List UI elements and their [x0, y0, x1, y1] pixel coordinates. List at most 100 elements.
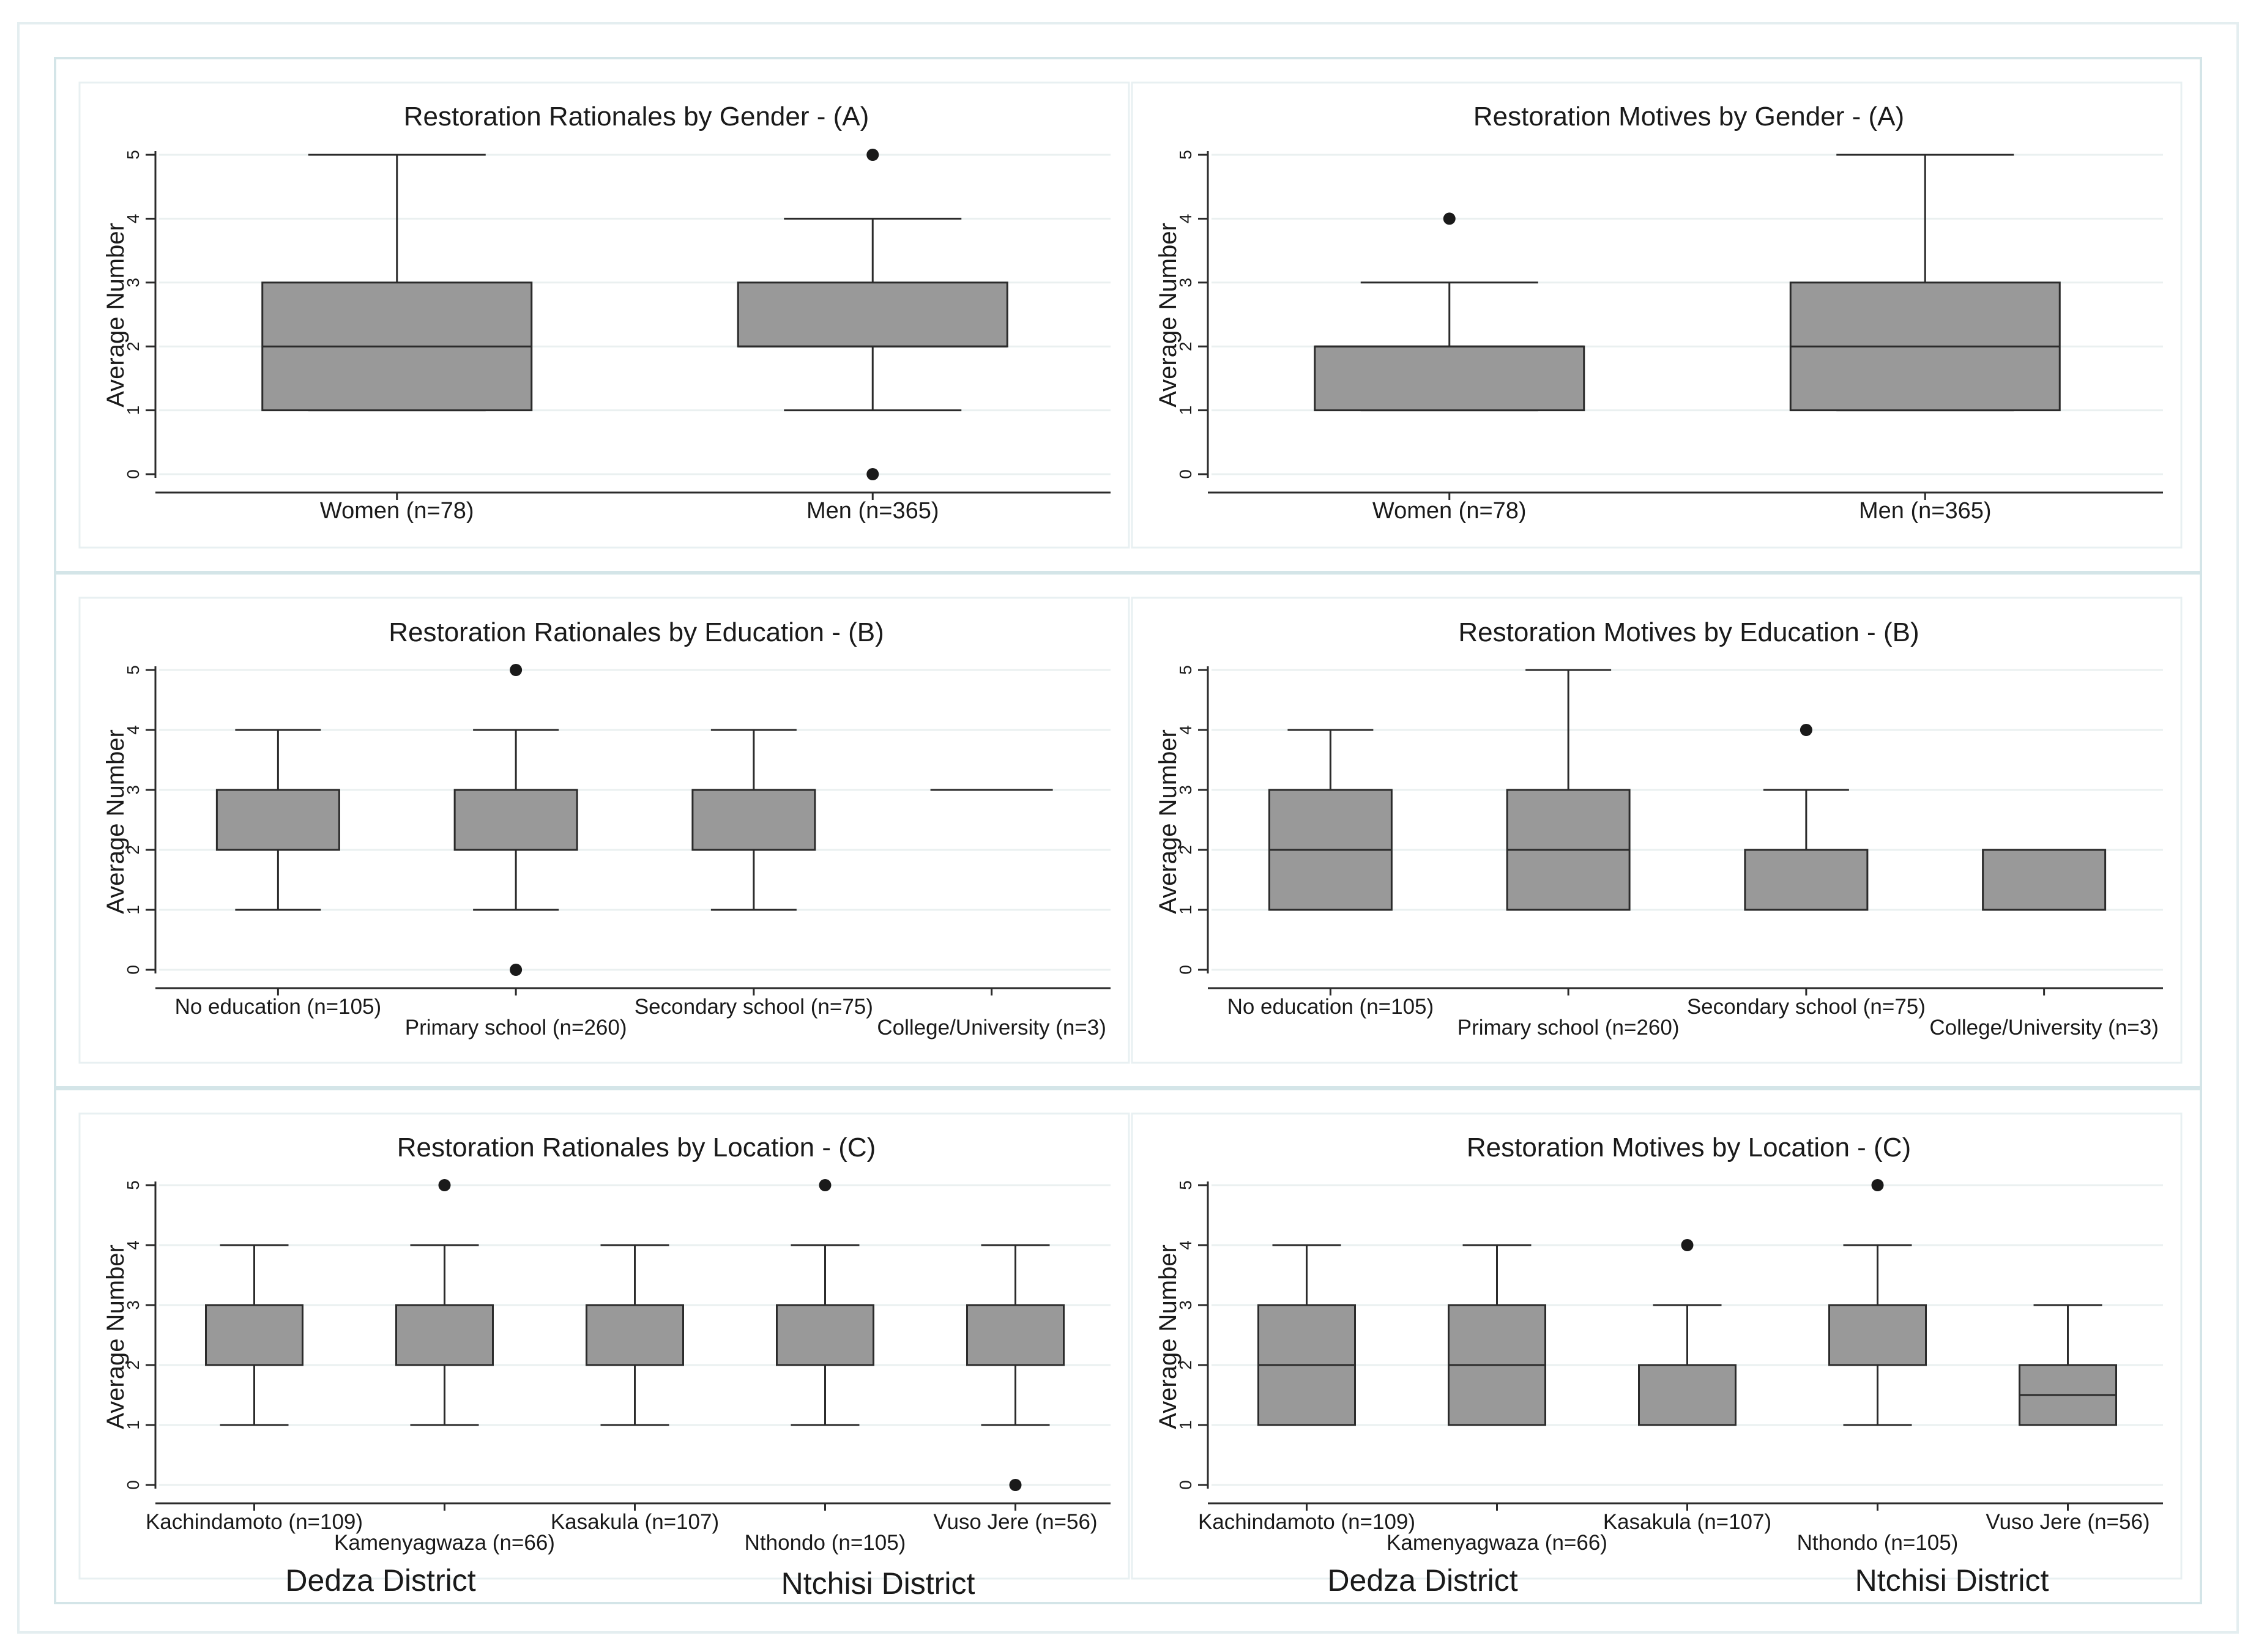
- panel-a-motives: Restoration Motives by Gender - (A) Aver…: [1131, 81, 2183, 549]
- y-tick-label: 2: [1176, 341, 1195, 351]
- y-tick-label: 5: [1176, 1180, 1195, 1190]
- x-tick-label: Vuso Jere (n=56): [933, 1510, 1097, 1534]
- x-tick-label: Kachindamoto (n=109): [146, 1510, 363, 1534]
- panel-a-rationales: Restoration Rationales by Gender - (A) A…: [78, 81, 1130, 549]
- box-1: [1268, 729, 1393, 911]
- district-label-dedza: Dedza District: [285, 1563, 475, 1598]
- y-tick-label: 5: [124, 1180, 143, 1190]
- panel-frame: [78, 1112, 1130, 1580]
- y-tick-label: 3: [1176, 278, 1195, 288]
- y-tick-label: 4: [124, 1240, 143, 1250]
- box-3: [691, 729, 816, 911]
- y-axis-label: Average Number: [1155, 1245, 1182, 1429]
- row-frame-c: [54, 1088, 2202, 1604]
- box-3: [586, 1244, 684, 1426]
- box-2: [1789, 154, 2061, 412]
- x-tick-label: Women (n=78): [1372, 498, 1527, 524]
- box-2: [395, 1179, 494, 1426]
- box-2: [1506, 669, 1631, 911]
- x-tick-label: Secondary school (n=75): [635, 995, 873, 1019]
- box-4: [1982, 849, 2107, 911]
- outlier-point: [819, 1179, 832, 1191]
- outlier-point: [510, 664, 523, 676]
- iqr-box: [737, 281, 1008, 348]
- box-4: [776, 1179, 874, 1426]
- box-4: [1828, 1179, 1927, 1426]
- outlier-point: [438, 1179, 451, 1191]
- x-tick-label: Kamenyagwaza (n=66): [1387, 1531, 1607, 1555]
- box-3: [1744, 724, 1869, 911]
- box-1: [1257, 1244, 1356, 1426]
- y-tick-label: 4: [124, 214, 143, 224]
- panel-title: Restoration Motives by Education - (B): [1458, 617, 1919, 647]
- y-tick-label: 3: [124, 1300, 143, 1310]
- y-tick-label: 2: [1176, 1360, 1195, 1370]
- y-tick-label: 3: [124, 278, 143, 288]
- iqr-box: [1744, 849, 1869, 911]
- y-tick-label: 2: [124, 1360, 143, 1370]
- box-5: [966, 1244, 1065, 1491]
- panel-title: Restoration Rationales by Gender - (A): [404, 102, 869, 132]
- y-tick-label: 0: [1176, 1480, 1195, 1490]
- y-axis-label: Average Number: [102, 729, 129, 914]
- iqr-box: [691, 789, 816, 851]
- iqr-box: [453, 789, 578, 851]
- panel-frame: [78, 597, 1130, 1064]
- district-label-ntchisi: Ntchisi District: [1855, 1563, 2049, 1598]
- outlier-point: [510, 964, 523, 976]
- y-tick-label: 1: [124, 1420, 143, 1430]
- panel-frame: [78, 81, 1130, 549]
- iqr-box: [215, 789, 340, 851]
- plot-area: 0 1 2 3 4 5 Women (n=78) Men (n=365): [124, 149, 1111, 524]
- y-axis-label: Average Number: [102, 1245, 129, 1429]
- panel-title: Restoration Motives by Gender - (A): [1473, 102, 1904, 132]
- outer-frame: [17, 22, 2239, 1634]
- outlier-point: [1800, 724, 1812, 736]
- x-tick-label: Women (n=78): [320, 498, 474, 524]
- panel-frame: [1131, 81, 2183, 549]
- y-tick-label: 5: [124, 665, 143, 675]
- box-2: [453, 664, 578, 976]
- plot-area: 0 1 2 3 4 5 Kachindamoto (n=109)Kamenyagwaza (…: [124, 1179, 1111, 1555]
- y-tick-label: 2: [124, 341, 143, 351]
- y-tick-label: 0: [1176, 469, 1195, 479]
- y-tick-label: 1: [1176, 406, 1195, 415]
- y-tick-label: 1: [124, 406, 143, 415]
- box-1: [261, 154, 533, 412]
- y-tick-label: 1: [1176, 905, 1195, 915]
- y-tick-label: 0: [124, 1480, 143, 1490]
- panel-title: Restoration Motives by Location - (C): [1467, 1133, 1911, 1163]
- iqr-box: [776, 1304, 874, 1366]
- x-tick-label: Primary school (n=260): [1457, 1016, 1680, 1040]
- x-tick-label: Secondary school (n=75): [1687, 995, 1926, 1019]
- panel-b-rationales: Restoration Rationales by Education - (B…: [78, 597, 1130, 1064]
- x-tick-label: Vuso Jere (n=56): [1986, 1510, 2150, 1534]
- y-tick-label: 2: [124, 845, 143, 855]
- x-tick-label: Kachindamoto (n=109): [1198, 1510, 1415, 1534]
- box-2: [737, 149, 1008, 480]
- y-tick-label: 4: [124, 725, 143, 735]
- y-tick-label: 0: [124, 965, 143, 975]
- plot-area: 0 1 2 3 4 5 No education (n=105) Primary school…: [1176, 665, 2163, 1040]
- panel-title: Restoration Rationales by Location - (C): [397, 1133, 876, 1163]
- y-tick-label: 2: [1176, 845, 1195, 855]
- y-tick-label: 4: [1176, 725, 1195, 735]
- y-tick-label: 5: [1176, 665, 1195, 675]
- iqr-box: [395, 1304, 494, 1366]
- panel-c-motives: Restoration Motives by Location - (C) Av…: [1131, 1112, 2183, 1598]
- outlier-point: [1009, 1479, 1022, 1491]
- x-tick-label: Nthondo (n=105): [1797, 1531, 1959, 1555]
- y-tick-label: 4: [1176, 1240, 1195, 1250]
- district-label-ntchisi: Ntchisi District: [781, 1566, 975, 1601]
- iqr-box: [1314, 345, 1585, 412]
- panel-frame: [1131, 1112, 2183, 1580]
- x-tick-label: No education (n=105): [175, 995, 382, 1019]
- box-2: [1448, 1244, 1546, 1426]
- plot-area: 0 1 2 3 4 5 No education (n=105) Primary school…: [124, 664, 1111, 1040]
- y-tick-label: 5: [124, 150, 143, 160]
- x-tick-label: Kasakula (n=107): [551, 1510, 719, 1534]
- panel-c-rationales: Restoration Rationales by Location - (C)…: [78, 1112, 1130, 1601]
- y-axis-label: Average Number: [1155, 223, 1182, 407]
- x-tick-label: No education (n=105): [1227, 995, 1434, 1019]
